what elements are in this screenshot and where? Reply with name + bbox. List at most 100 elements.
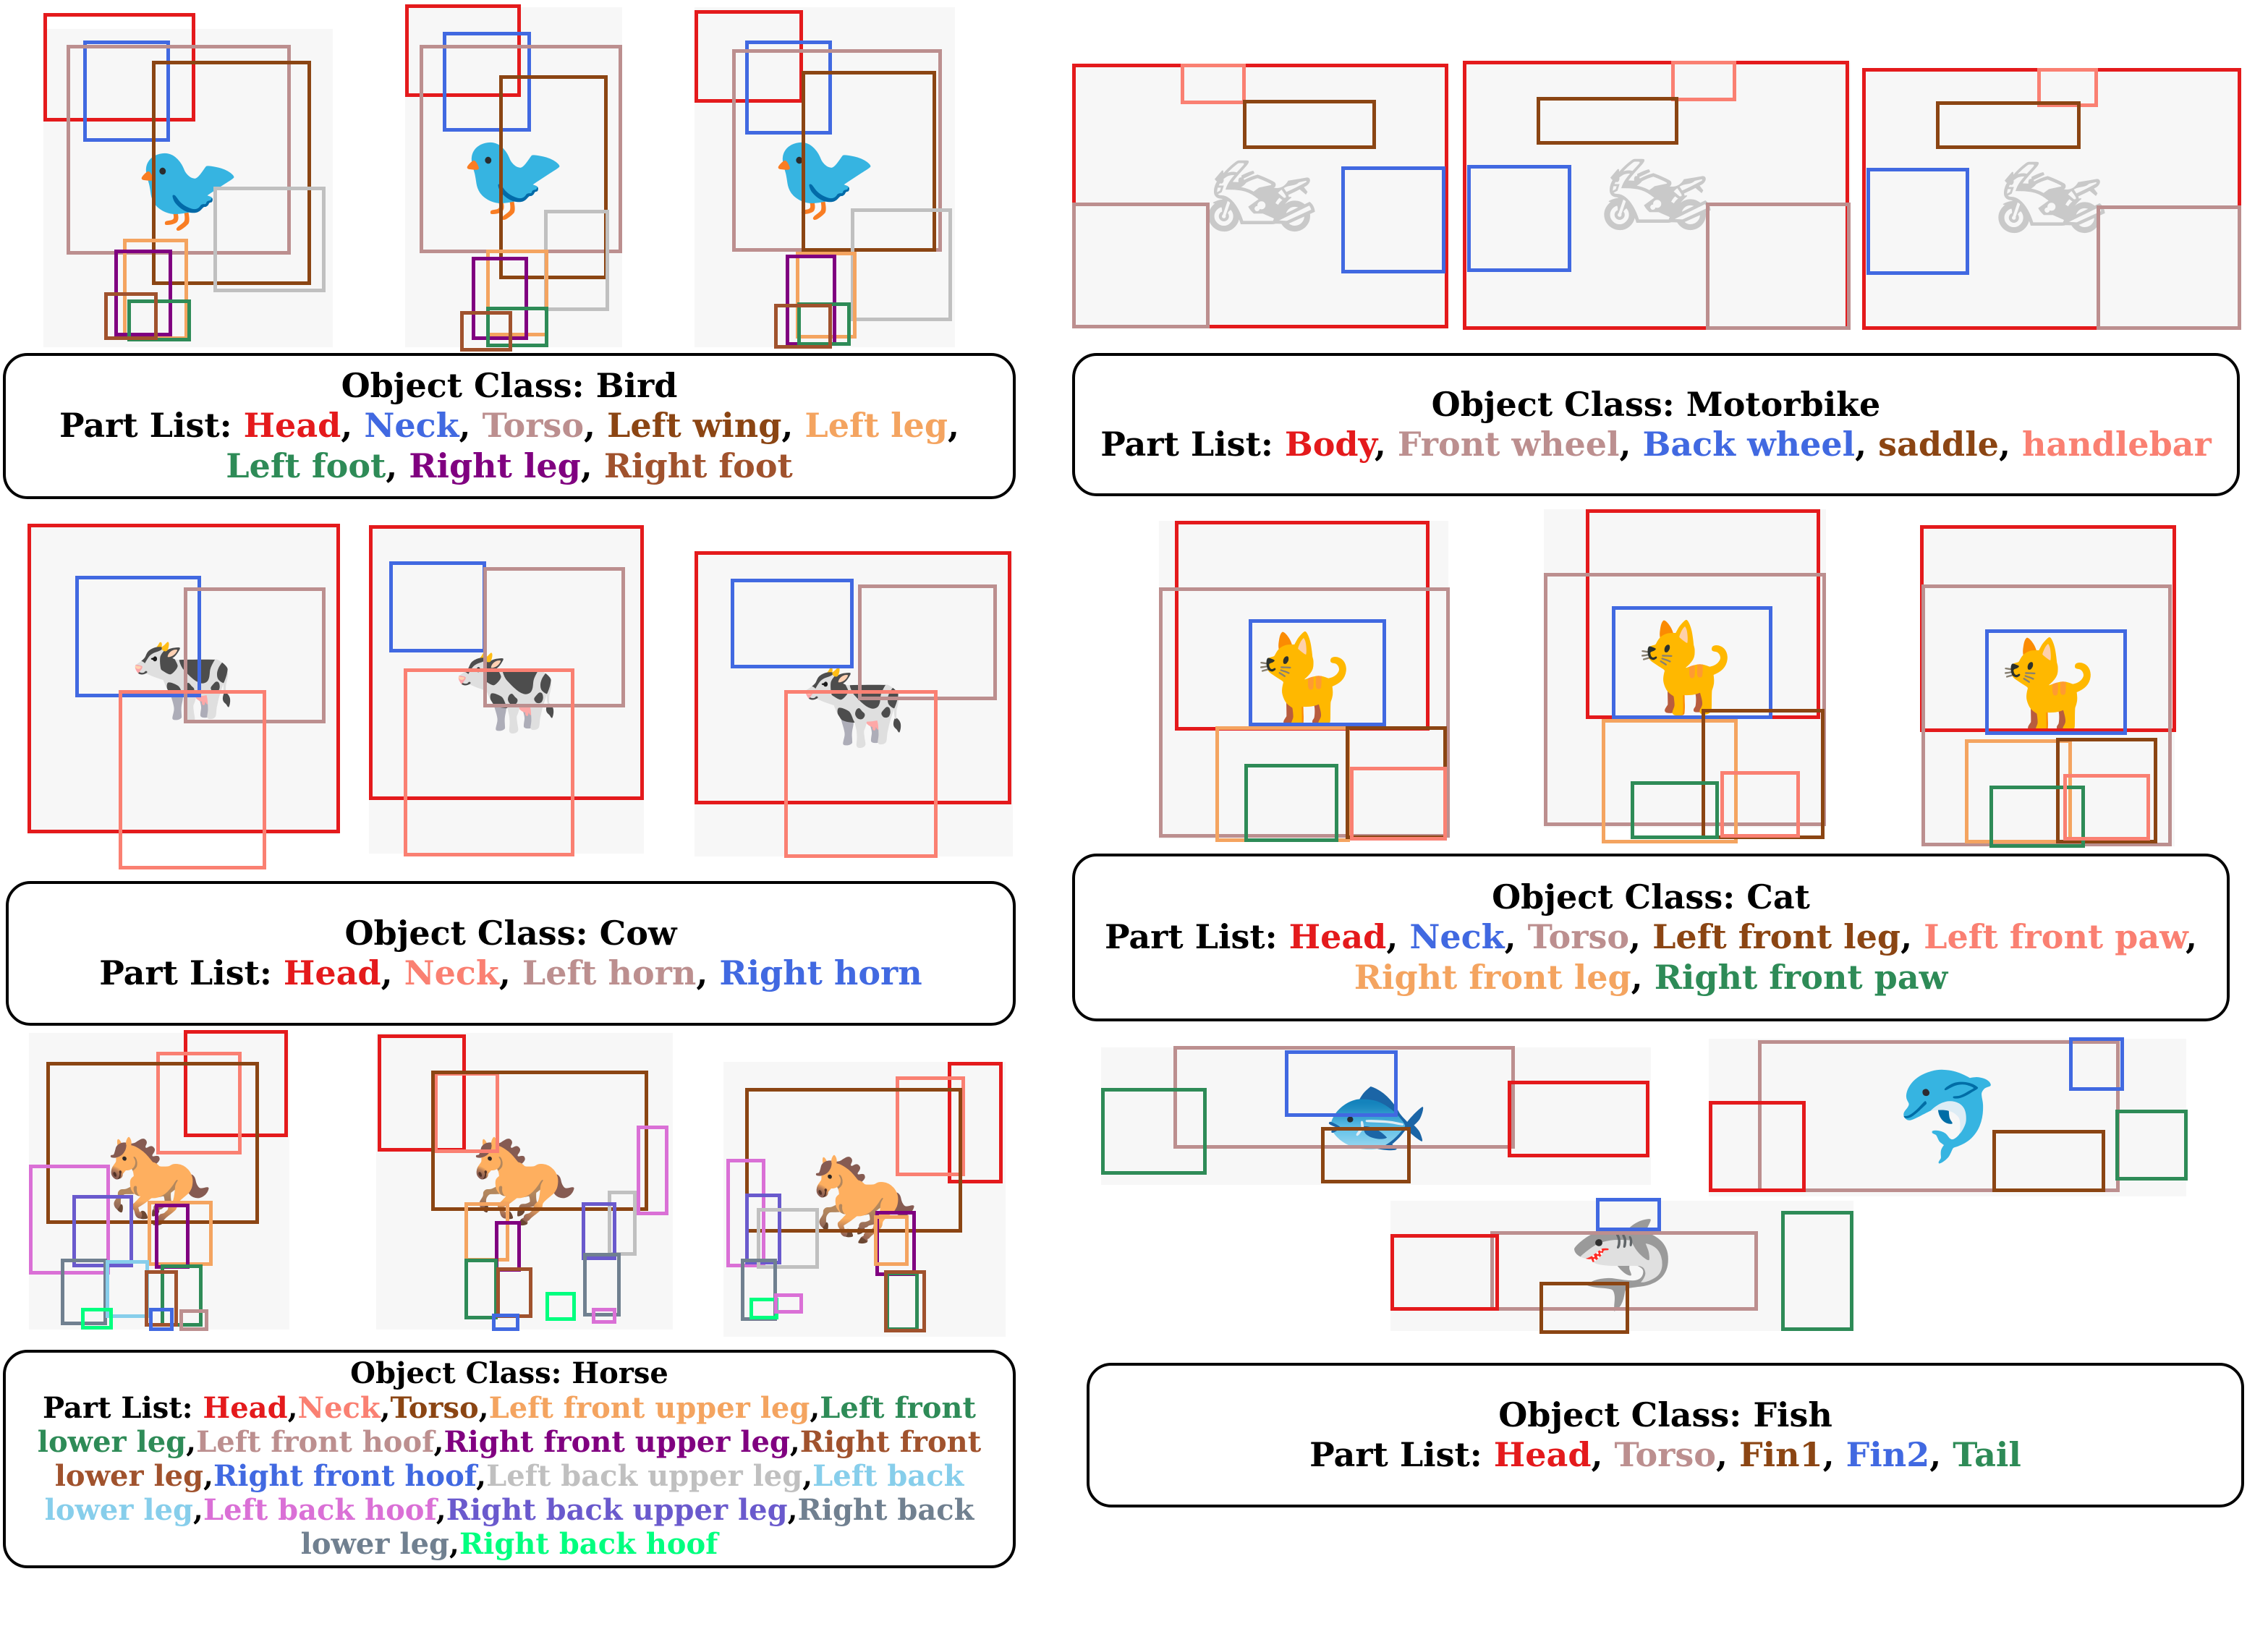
part-separator: , xyxy=(436,1493,446,1528)
part-list: Part List: Head, Neck, Left horn, Right … xyxy=(86,953,935,993)
bbox-left-wing xyxy=(802,71,936,252)
bbox-handlebar xyxy=(1671,61,1736,101)
motorbike-icon: 🏍 xyxy=(1206,146,1317,247)
part-separator: , xyxy=(1998,425,2022,464)
parts-prefix: Part List: xyxy=(43,1390,203,1425)
part-label: Head xyxy=(283,953,381,992)
class-prefix: Object Class: xyxy=(1492,877,1747,917)
bbox-tail xyxy=(1781,1211,1853,1331)
bbox-torso xyxy=(1173,1046,1515,1149)
bbox-torso xyxy=(1490,1231,1758,1311)
cow-icon: 🐄 xyxy=(452,639,561,740)
part-label: Left front leg xyxy=(1652,917,1901,957)
part-separator: , xyxy=(381,953,404,992)
bbox-saddle xyxy=(1936,101,2081,149)
bbox-neck xyxy=(1612,606,1772,719)
bbox-saddle xyxy=(1243,100,1376,149)
bbox-right-front-lower-leg xyxy=(145,1270,178,1327)
bbox-wing-2 xyxy=(851,208,952,321)
part-separator: , xyxy=(789,1424,800,1459)
class-name: Cow xyxy=(599,913,677,953)
bbox-head xyxy=(27,524,340,833)
part-separator: , xyxy=(498,953,522,992)
part-label: Torso xyxy=(482,406,585,446)
class-prefix: Object Class: xyxy=(1431,384,1686,424)
part-separator: , xyxy=(341,406,365,446)
bbox-right-front-hoof xyxy=(149,1308,174,1331)
part-label: Right foot xyxy=(603,446,793,485)
bbox-neck xyxy=(156,1052,242,1154)
caption-bird: Object Class: Bird Part List: Head, Neck… xyxy=(3,353,1016,499)
bbox-head xyxy=(948,1062,1003,1183)
object-class: Object Class: Cow xyxy=(344,914,676,953)
bbox-back-wheel xyxy=(1866,168,1969,275)
bbox-head xyxy=(378,1034,466,1152)
part-label: Tail xyxy=(1953,1435,2021,1474)
part-label: Left wing xyxy=(607,406,782,446)
bbox-right-foot xyxy=(104,292,158,340)
part-label: Right back hoof xyxy=(459,1527,718,1562)
object-class: Object Class: Horse xyxy=(350,1356,668,1390)
bbox-left-foot xyxy=(127,299,191,341)
part-separator: , xyxy=(802,1459,813,1493)
bbox-right-front-hoof xyxy=(492,1314,519,1331)
part-separator: , xyxy=(787,1493,798,1528)
horse-image-2: 🐎 xyxy=(376,1033,673,1330)
part-separator: , xyxy=(1504,917,1528,957)
motorbike-icon: 🏍 xyxy=(1996,148,2107,248)
bbox-right-front-leg xyxy=(1602,719,1738,843)
bbox-body xyxy=(1463,61,1849,330)
parts-prefix: Part List: xyxy=(1309,1435,1494,1474)
caption-horse: Object Class: Horse Part List: Head,Neck… xyxy=(3,1350,1016,1568)
bbox-right-back-hoof xyxy=(545,1292,576,1321)
bbox-neck xyxy=(745,41,832,135)
bbox-front-wheel xyxy=(1072,203,1210,328)
bbox-right-foot xyxy=(774,304,832,349)
bbox-right-front-paw xyxy=(1989,786,2085,848)
part-list: Part List: Body, Front wheel, Back wheel… xyxy=(1087,425,2225,464)
part-list: Part List: Head, Neck, Torso, Left front… xyxy=(1075,917,2227,997)
part-label: Torso xyxy=(1527,917,1630,957)
bbox-wing-2 xyxy=(544,210,609,311)
bbox-right-back-hoof xyxy=(81,1308,113,1330)
bbox-right-leg xyxy=(472,257,528,340)
bbox-head xyxy=(184,1030,288,1137)
class-prefix: Object Class: xyxy=(341,366,596,406)
bbox-left-wing xyxy=(499,75,608,279)
bbox-head xyxy=(695,10,803,103)
part-label: Right leg xyxy=(409,446,581,485)
parts-prefix: Part List: xyxy=(59,406,244,446)
cat-icon: 🐈 xyxy=(1631,618,1739,718)
bbox-fin1 xyxy=(1539,1282,1629,1334)
part-separator: , xyxy=(380,1390,391,1425)
part-separator: , xyxy=(193,1493,203,1528)
cat-image-3: 🐈 xyxy=(1921,525,2175,846)
bbox-left-front-leg xyxy=(2056,738,2157,843)
class-name: Cat xyxy=(1746,877,1810,917)
bbox-right-foot xyxy=(460,311,512,352)
parts-prefix: Part List: xyxy=(1105,917,1289,957)
bbox-front-wheel xyxy=(1706,203,1851,330)
part-separator: , xyxy=(476,1459,487,1493)
motorbike-image-1: 🏍 xyxy=(1075,65,1448,328)
cow-image-1: 🐄 xyxy=(27,524,339,835)
bbox-left-front-lower-leg xyxy=(464,1259,498,1319)
bbox-fin2 xyxy=(1285,1050,1398,1117)
object-class: Object Class: Cat xyxy=(1492,877,1810,917)
bbox-head xyxy=(369,525,644,800)
part-separator: , xyxy=(810,1390,820,1425)
bbox-left-back-hoof xyxy=(774,1293,803,1314)
object-class: Object Class: Bird xyxy=(341,366,678,406)
part-label: Head xyxy=(203,1390,288,1425)
class-name: Fish xyxy=(1753,1395,1832,1434)
part-label: Neck xyxy=(1409,917,1505,957)
bbox-fin1 xyxy=(1992,1130,2105,1192)
part-separator: , xyxy=(287,1390,298,1425)
part-label: Left back upper leg xyxy=(486,1459,803,1493)
bbox-left-horn xyxy=(858,584,997,700)
part-label: Neck xyxy=(404,953,499,992)
bbox-left-front-paw xyxy=(1350,767,1447,841)
bbox-neck xyxy=(119,690,266,869)
part-separator: , xyxy=(1900,917,1924,957)
class-name: Motorbike xyxy=(1686,384,1881,424)
